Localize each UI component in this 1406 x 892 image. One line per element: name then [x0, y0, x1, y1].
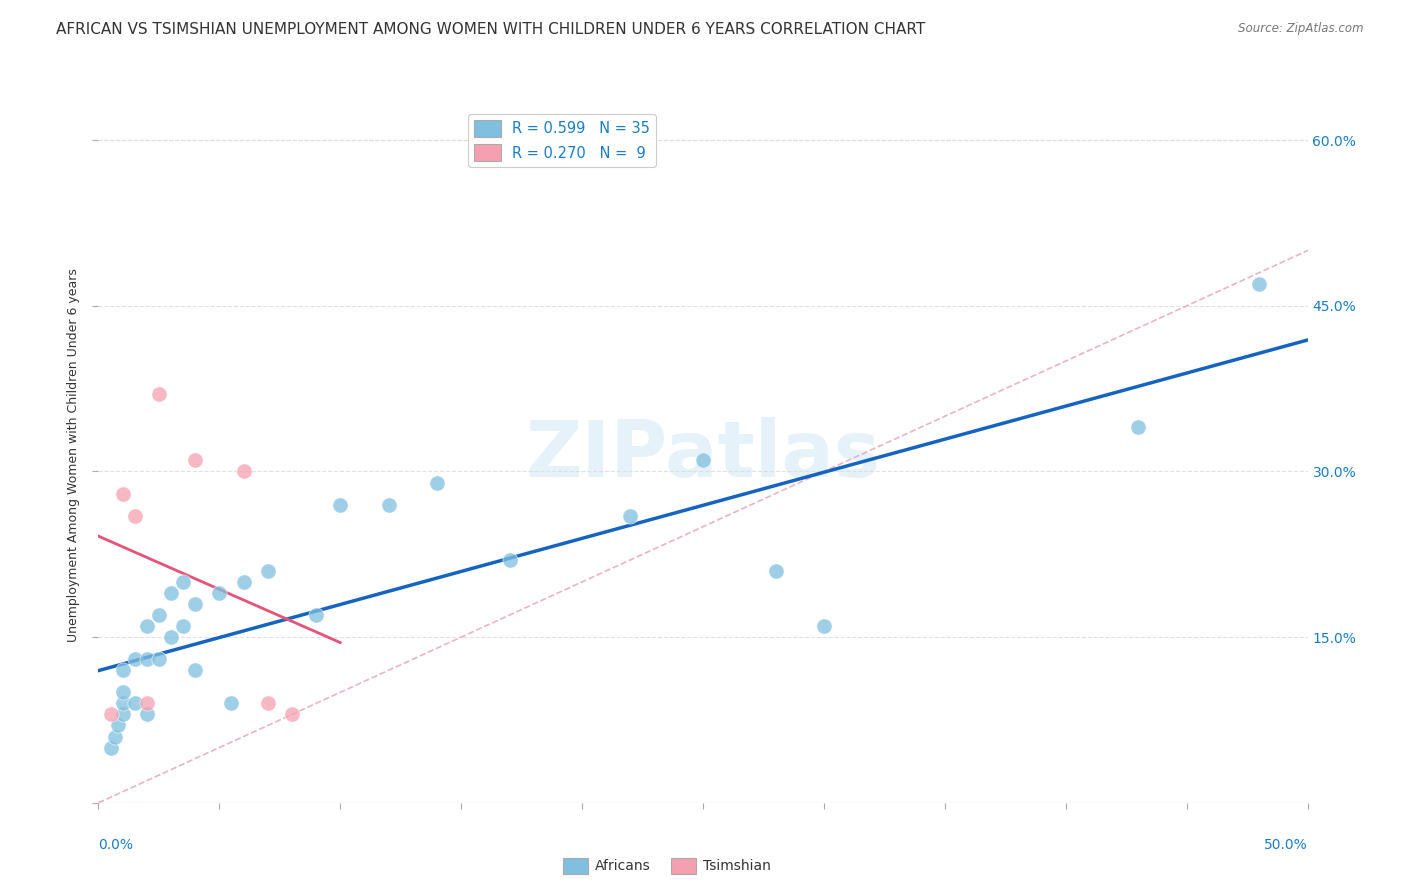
Legend: Africans, Tsimshian: Africans, Tsimshian: [557, 852, 776, 880]
Point: [377, 498, 399, 512]
Point: [135, 697, 157, 711]
Point: [765, 564, 787, 578]
Point: [305, 608, 328, 623]
Point: [135, 707, 157, 722]
Point: [619, 508, 641, 523]
Point: [148, 387, 170, 401]
Point: [208, 586, 231, 600]
Point: [498, 553, 520, 567]
Point: [232, 465, 254, 479]
Text: AFRICAN VS TSIMSHIAN UNEMPLOYMENT AMONG WOMEN WITH CHILDREN UNDER 6 YEARS CORREL: AFRICAN VS TSIMSHIAN UNEMPLOYMENT AMONG …: [56, 22, 925, 37]
Point: [256, 564, 278, 578]
Point: [184, 453, 207, 467]
Point: [160, 586, 183, 600]
Point: [232, 574, 254, 589]
Text: 50.0%: 50.0%: [1264, 838, 1308, 853]
Point: [1128, 420, 1150, 434]
Point: [813, 619, 835, 633]
Point: [111, 707, 134, 722]
Text: ZIPatlas: ZIPatlas: [526, 417, 880, 493]
Point: [172, 619, 194, 633]
Text: Source: ZipAtlas.com: Source: ZipAtlas.com: [1239, 22, 1364, 36]
Point: [184, 597, 207, 611]
Point: [111, 697, 134, 711]
Point: [221, 697, 243, 711]
Point: [111, 663, 134, 677]
Point: [111, 486, 134, 500]
Point: [1249, 277, 1271, 291]
Point: [100, 707, 122, 722]
Point: [135, 652, 157, 666]
Point: [692, 453, 714, 467]
Point: [148, 608, 170, 623]
Point: [124, 508, 146, 523]
Point: [172, 574, 194, 589]
Point: [100, 740, 122, 755]
Point: [256, 697, 278, 711]
Y-axis label: Unemployment Among Women with Children Under 6 years: Unemployment Among Women with Children U…: [66, 268, 80, 642]
Point: [107, 718, 129, 732]
Point: [281, 707, 304, 722]
Point: [135, 619, 157, 633]
Point: [329, 498, 352, 512]
Point: [148, 652, 170, 666]
Point: [124, 652, 146, 666]
Point: [111, 685, 134, 699]
Point: [184, 663, 207, 677]
Point: [426, 475, 449, 490]
Point: [160, 630, 183, 644]
Point: [124, 697, 146, 711]
Point: [104, 730, 127, 744]
Text: 0.0%: 0.0%: [98, 838, 134, 853]
